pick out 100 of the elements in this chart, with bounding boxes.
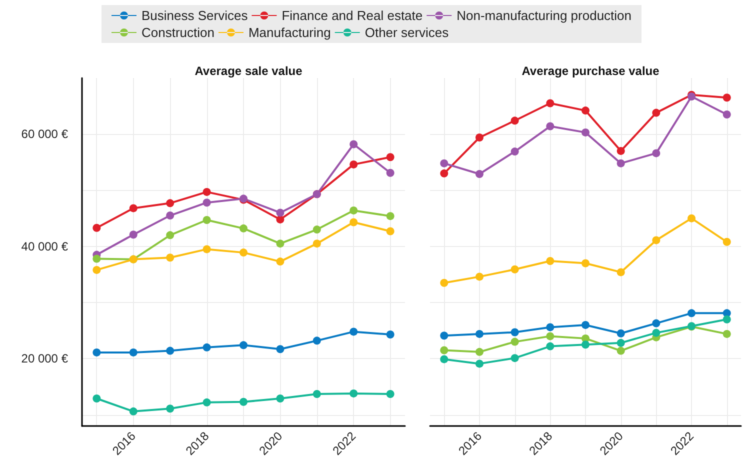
point	[475, 360, 484, 368]
point	[582, 340, 590, 349]
point	[386, 212, 394, 220]
point	[386, 153, 394, 162]
point	[276, 345, 284, 354]
point	[510, 116, 519, 125]
point	[652, 236, 660, 244]
point	[166, 346, 174, 355]
point	[92, 266, 101, 274]
point	[688, 309, 696, 318]
point	[722, 315, 731, 324]
legend-label: Other services	[364, 25, 450, 40]
point	[616, 268, 625, 276]
y-tick-label: 20 000 €	[21, 352, 68, 366]
point	[202, 198, 211, 207]
point	[276, 240, 284, 248]
point	[276, 258, 284, 266]
point	[546, 323, 554, 332]
point	[386, 227, 394, 236]
legend-label: Business Services	[141, 8, 248, 23]
point	[440, 159, 448, 168]
point	[166, 231, 174, 240]
point	[92, 224, 101, 232]
point	[546, 256, 554, 265]
point	[688, 214, 696, 222]
point	[582, 259, 590, 268]
point	[475, 170, 484, 178]
point	[440, 346, 448, 354]
point	[722, 330, 731, 338]
point	[166, 404, 174, 413]
point	[386, 330, 394, 339]
point	[129, 204, 138, 212]
point	[386, 390, 394, 398]
point	[546, 99, 554, 108]
point	[202, 245, 211, 254]
point	[582, 320, 590, 329]
point	[166, 212, 174, 220]
point	[386, 168, 394, 177]
point	[276, 215, 284, 224]
point	[652, 328, 660, 337]
point	[546, 332, 554, 340]
point	[722, 110, 731, 118]
point	[92, 348, 101, 356]
point	[350, 328, 358, 336]
point	[440, 355, 448, 364]
point	[475, 348, 484, 356]
legend-label: Manufacturing	[248, 25, 331, 40]
point	[616, 146, 625, 155]
point	[616, 338, 625, 347]
point	[202, 216, 211, 224]
point	[129, 230, 138, 239]
point	[129, 407, 138, 416]
point	[350, 140, 358, 148]
point	[312, 336, 321, 345]
point	[312, 240, 321, 248]
point	[166, 199, 174, 208]
y-tick-label: 40 000 €	[21, 239, 68, 254]
point	[616, 346, 625, 355]
point	[350, 206, 358, 214]
point	[350, 218, 358, 226]
chart-title: Average sale value	[194, 64, 303, 78]
point	[312, 226, 321, 234]
point	[582, 128, 590, 136]
point	[510, 265, 519, 274]
point	[240, 398, 248, 406]
legend-label: Construction	[141, 25, 214, 40]
point	[240, 224, 248, 232]
point	[616, 329, 625, 338]
legend-label: Finance and Real estate	[282, 8, 423, 23]
point	[510, 338, 519, 346]
point	[92, 254, 101, 263]
chart-title: Average purchase value	[522, 64, 660, 78]
point	[440, 332, 448, 340]
point	[350, 160, 358, 168]
point	[440, 278, 448, 287]
point	[166, 254, 174, 262]
point	[652, 319, 660, 328]
point	[652, 108, 660, 117]
legend-label: Non-manufacturing production	[456, 8, 632, 23]
point	[312, 390, 321, 398]
point	[202, 398, 211, 406]
point	[475, 134, 484, 142]
point	[202, 188, 211, 196]
point	[722, 94, 731, 102]
point	[240, 248, 248, 257]
point	[440, 169, 448, 178]
point	[475, 272, 484, 281]
point	[546, 342, 554, 350]
point	[350, 389, 358, 398]
point	[276, 394, 284, 402]
point	[475, 330, 484, 338]
point	[510, 354, 519, 362]
y-tick-label: 60 000 €	[21, 127, 68, 142]
point	[722, 238, 731, 246]
point	[510, 148, 519, 156]
point	[202, 343, 211, 352]
point	[92, 394, 101, 402]
point	[240, 341, 248, 350]
point	[582, 106, 590, 115]
point	[616, 159, 625, 168]
